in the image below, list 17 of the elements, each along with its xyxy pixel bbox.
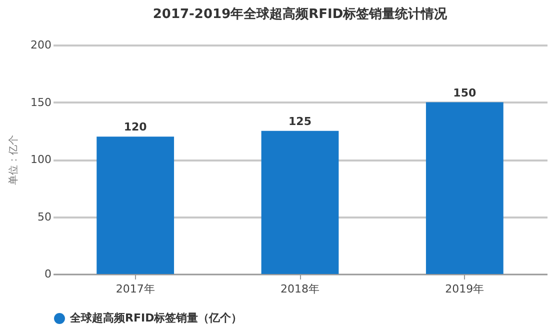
y-tick-label: 200: [30, 38, 52, 52]
chart-title: 2017-2019年全球超高频RFID标签销量统计情况: [152, 6, 448, 22]
bar: [96, 136, 174, 274]
y-tick-label: 50: [38, 210, 52, 224]
bar: [426, 102, 504, 274]
bar: [261, 130, 339, 274]
y-axis-title: 单位：亿个: [8, 135, 20, 185]
x-tick-label: 2017年: [116, 282, 155, 296]
x-tick-label: 2019年: [445, 282, 484, 296]
legend-label: 全球超高频RFID标签销量（亿个）: [69, 312, 242, 324]
data-label: 125: [288, 114, 312, 128]
data-label: 120: [124, 120, 148, 134]
y-tick-label: 0: [44, 268, 52, 280]
y-tick-label: 150: [30, 96, 52, 109]
data-label: 150: [453, 86, 476, 100]
y-tick-label: 100: [30, 153, 52, 166]
x-tick-label: 2018年: [280, 282, 320, 296]
